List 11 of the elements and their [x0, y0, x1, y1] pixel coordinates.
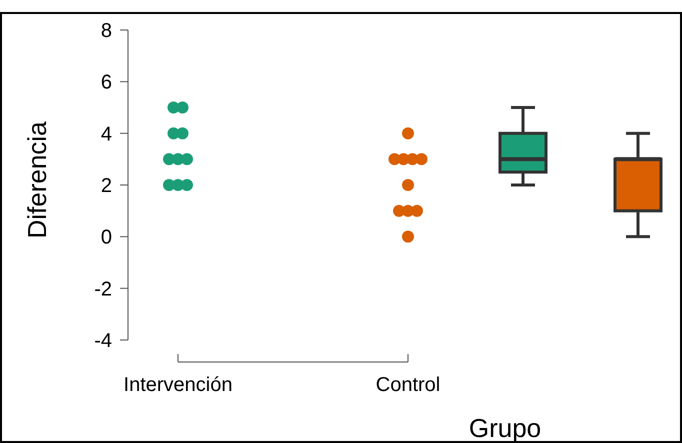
- y-tick-label: 4: [100, 123, 112, 146]
- y-tick-label: -4: [94, 330, 112, 352]
- y-tick-label: 8: [100, 20, 112, 42]
- y-tick-label: 0: [100, 226, 112, 249]
- y-tick-label: 2: [100, 175, 112, 197]
- y-tick-label: -2: [94, 278, 112, 300]
- x-tick-label: Control: [376, 374, 440, 396]
- y-axis-title: Diferencia: [22, 120, 52, 239]
- y-tick-label: 6: [100, 72, 112, 94]
- x-tick-label: Intervención: [124, 374, 232, 396]
- x-axis-title: Grupo: [468, 413, 542, 443]
